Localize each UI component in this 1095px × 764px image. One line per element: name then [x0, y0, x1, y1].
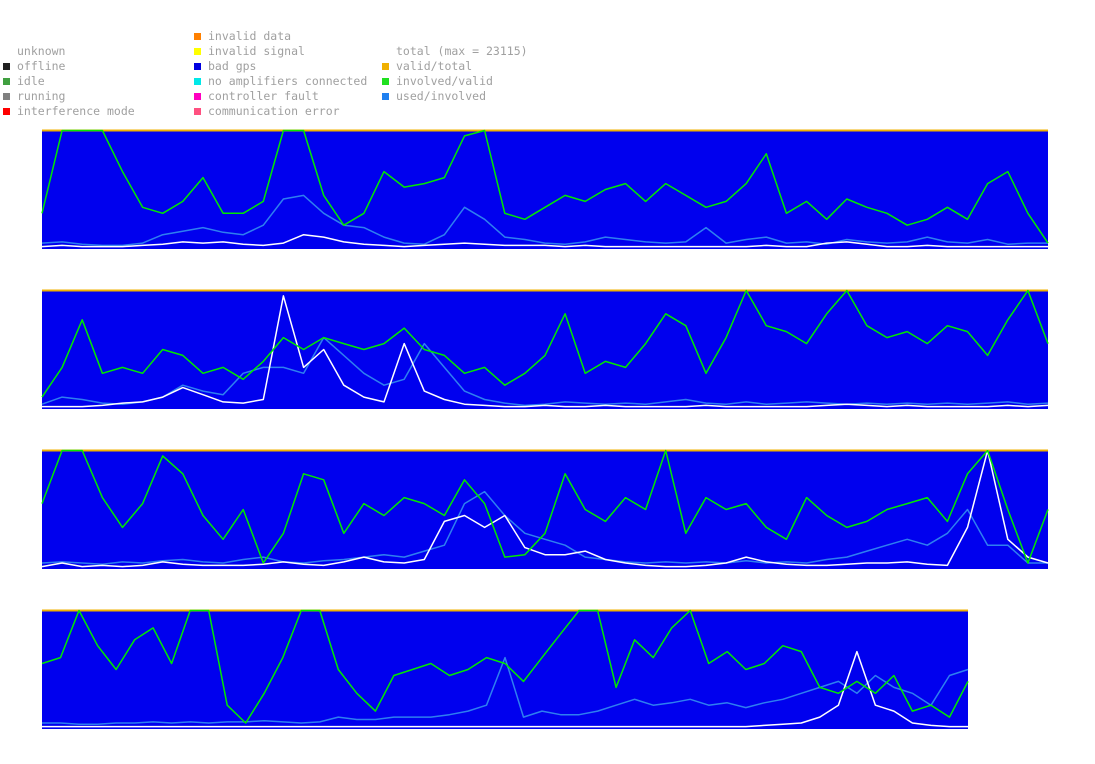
legend-swatch: [194, 108, 201, 115]
series-line-used-involved: [41, 336, 1049, 407]
legend-label: used/involved: [396, 89, 487, 103]
series-line-involved-valid: [41, 609, 969, 724]
legend-label: interference mode: [17, 104, 135, 118]
legend-label: total (max = 23115): [396, 44, 528, 58]
series-line-total: [41, 449, 1049, 568]
legend-swatch: [194, 78, 201, 85]
legend-swatch: [3, 108, 10, 115]
chart-panel-4: [41, 609, 969, 729]
series-line-involved-valid: [41, 289, 1049, 398]
legend-label: running: [17, 89, 66, 103]
legend-swatch: [382, 78, 389, 85]
series-line-total: [41, 233, 1048, 248]
plot-background: [42, 450, 1048, 569]
legend-swatch: [382, 63, 389, 70]
legend-swatch: [3, 78, 10, 85]
legend-swatch: [3, 63, 10, 70]
legend-label: invalid signal: [208, 44, 305, 58]
series-line-used-involved: [42, 656, 969, 725]
series-line-used-involved: [41, 194, 1048, 247]
legend-swatch: [194, 63, 201, 70]
legend-swatch: [194, 33, 201, 40]
legend-label: valid/total: [396, 59, 473, 73]
legend-label: controller fault: [208, 89, 319, 103]
legend-label: idle: [17, 74, 45, 88]
series-line-used-involved: [41, 490, 1048, 565]
legend-label: no amplifiers connected: [208, 74, 368, 88]
legend-label: offline: [17, 59, 66, 73]
series-line-total: [42, 295, 1049, 408]
series-line-involved-valid: [41, 449, 1049, 564]
chart-panel-2: [41, 289, 1049, 409]
plot-background: [42, 610, 968, 729]
legend-swatch: [382, 93, 389, 100]
legend-label: bad gps: [208, 59, 257, 73]
legend-swatch: [3, 93, 10, 100]
legend-label: involved/valid: [396, 74, 493, 88]
legend-label: unknown: [17, 44, 66, 58]
chart-panel-1: [41, 129, 1049, 249]
series-line-total: [42, 650, 968, 728]
chart-panel-3: [41, 449, 1049, 569]
legend-label: communication error: [208, 104, 340, 118]
legend-swatch: [194, 48, 201, 55]
series-line-involved-valid: [41, 129, 1049, 244]
legend-label: invalid data: [208, 29, 292, 43]
plot-background: [42, 290, 1048, 409]
legend-swatch: [194, 93, 201, 100]
